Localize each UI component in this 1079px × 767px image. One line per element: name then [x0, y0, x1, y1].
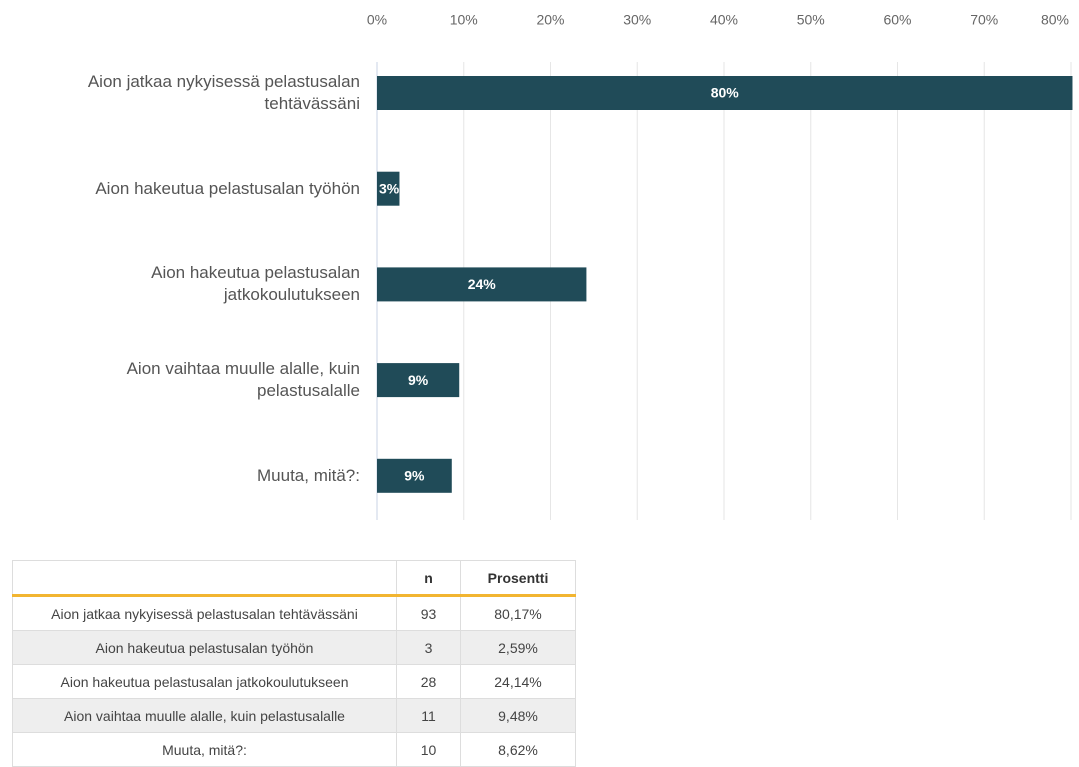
table-row: Aion vaihtaa muulle alalle, kuin pelastu…: [12, 698, 576, 733]
category-label: Aion hakeutua pelastusalan jatkokoulutuk…: [151, 263, 360, 305]
x-tick-label: 0%: [367, 12, 387, 28]
table-cell: 8,62%: [460, 732, 576, 767]
table-cell: 2,59%: [460, 630, 576, 665]
data-table: n Prosentti Aion jatkaa nykyisessä pelas…: [12, 560, 576, 767]
table-row: Aion hakeutua pelastusalan jatkokoulutuk…: [12, 664, 576, 699]
x-tick-label: 60%: [883, 12, 911, 28]
value-label: 3%: [379, 180, 400, 196]
bar: [377, 458, 452, 493]
x-tick-label: 30%: [623, 12, 651, 28]
chart: 0% 10% 20% 30% 40% 50% 60% 70% 80% 80% 3% 24% 9% 9%: [367, 12, 1073, 520]
table-cell: 10: [396, 732, 461, 767]
table-row: Muuta, mitä?: 10 8,62%: [12, 732, 576, 767]
table-cell: 93: [396, 595, 461, 631]
x-tick-label: 70%: [970, 12, 998, 28]
table-cell: Aion hakeutua pelastusalan työhön: [12, 630, 397, 665]
x-tick-label: 40%: [710, 12, 738, 28]
table-cell: Aion hakeutua pelastusalan jatkokoulutuk…: [12, 664, 397, 699]
value-label: 9%: [408, 372, 429, 388]
x-tick-label: 50%: [797, 12, 825, 28]
header-cell: n: [396, 560, 461, 597]
table-row: Aion hakeutua pelastusalan työhön 3 2,59%: [12, 630, 576, 665]
bar: [377, 267, 587, 302]
header-cell: [12, 560, 397, 597]
table-cell: 80,17%: [460, 595, 576, 631]
header-row: n Prosentti: [12, 560, 576, 597]
category-label: Aion vaihtaa muulle alalle, kuin pelastu…: [126, 359, 360, 401]
value-label: 80%: [711, 85, 740, 101]
bar: [377, 76, 1073, 110]
header-cell: Prosentti: [460, 560, 576, 597]
table-cell: 28: [396, 664, 461, 699]
table-cell: 24,14%: [460, 664, 576, 699]
table-cell: Muuta, mitä?:: [12, 732, 397, 767]
table-cell: 9,48%: [460, 698, 576, 733]
table-cell: Aion jatkaa nykyisessä pelastusalan teht…: [12, 595, 397, 631]
category-label: Aion jatkaa nykyisessä pelastusalan teht…: [87, 72, 360, 113]
bar: [377, 171, 400, 206]
table-cell: Aion vaihtaa muulle alalle, kuin pelastu…: [12, 698, 397, 733]
x-tick-label: 80%: [1041, 12, 1069, 28]
x-tick-label: 10%: [450, 12, 478, 28]
category-label: Aion hakeutua pelastusalan työhön: [95, 178, 360, 198]
value-label: 24%: [468, 276, 497, 292]
x-tick-label: 20%: [536, 12, 564, 28]
table-cell: 11: [396, 698, 461, 733]
table-cell: 3: [396, 630, 461, 665]
value-label: 9%: [404, 468, 425, 484]
bar: [377, 363, 460, 398]
table-row: Aion jatkaa nykyisessä pelastusalan teht…: [12, 595, 576, 631]
category-label: Muuta, mitä?:: [257, 465, 360, 485]
